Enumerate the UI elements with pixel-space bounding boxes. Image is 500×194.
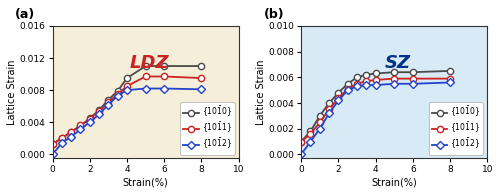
{10$\bar{1}$1} [298,140,304,143]
{10$\bar{1}$2} [364,84,370,86]
{10$\bar{1}$2} [317,128,323,130]
{10$\bar{1}$0} [326,102,332,104]
{10$\bar{1}$0} [124,77,130,79]
{10$\bar{1}$1} [114,93,120,95]
{10$\bar{1}$1} [372,79,378,81]
{10$\bar{1}$0} [50,143,56,145]
Text: (a): (a) [16,8,36,21]
{10$\bar{1}$0} [354,76,360,79]
{10$\bar{1}$0} [59,137,65,139]
{10$\bar{1}$2} [161,87,167,90]
{10$\bar{1}$2} [326,112,332,114]
{10$\bar{1}$0} [96,109,102,111]
{10$\bar{1}$2} [96,113,102,115]
{10$\bar{1}$2} [78,128,84,131]
{10$\bar{1}$2} [354,85,360,87]
{10$\bar{1}$0} [78,125,84,127]
{10$\bar{1}$1} [96,110,102,112]
{10$\bar{1}$1} [336,97,342,99]
{10$\bar{1}$1} [308,133,314,135]
{10$\bar{1}$1} [354,83,360,85]
Text: LDZ: LDZ [130,54,169,72]
{10$\bar{1}$1} [364,80,370,82]
{10$\bar{1}$2} [372,84,378,86]
{10$\bar{1}$2} [142,87,148,90]
{10$\bar{1}$1} [198,77,204,79]
{10$\bar{1}$0} [410,71,416,73]
{10$\bar{1}$0} [344,83,350,85]
{10$\bar{1}$1} [68,131,74,133]
X-axis label: Strain(%): Strain(%) [372,177,417,187]
{10$\bar{1}$1} [50,143,56,145]
Legend: {10$\bar{1}$0}, {10$\bar{1}$1}, {10$\bar{1}$2}: {10$\bar{1}$0}, {10$\bar{1}$1}, {10$\bar… [429,102,484,154]
{10$\bar{1}$1} [87,118,93,120]
{10$\bar{1}$0} [198,65,204,67]
{10$\bar{1}$2} [68,135,74,138]
{10$\bar{1}$0} [68,131,74,133]
{10$\bar{1}$0} [336,92,342,94]
{10$\bar{1}$2} [198,88,204,90]
{10$\bar{1}$0} [114,90,120,92]
{10$\bar{1}$2} [106,103,112,106]
{10$\bar{1}$2} [447,81,453,84]
Line: {10$\bar{1}$1}: {10$\bar{1}$1} [298,75,453,145]
{10$\bar{1}$1} [344,88,350,90]
{10$\bar{1}$1} [78,124,84,127]
{10$\bar{1}$0} [308,130,314,133]
{10$\bar{1}$2} [410,83,416,85]
Line: {10$\bar{1}$0}: {10$\bar{1}$0} [50,63,204,147]
X-axis label: Strain(%): Strain(%) [122,177,168,187]
{10$\bar{1}$2} [124,89,130,91]
Y-axis label: Lattice Strain: Lattice Strain [256,59,266,125]
{10$\bar{1}$1} [124,85,130,87]
{10$\bar{1}$0} [161,65,167,67]
Line: {10$\bar{1}$1}: {10$\bar{1}$1} [50,73,204,147]
Line: {10$\bar{1}$2}: {10$\bar{1}$2} [50,86,204,157]
{10$\bar{1}$2} [50,153,56,155]
{10$\bar{1}$1} [391,77,397,80]
{10$\bar{1}$1} [59,137,65,139]
{10$\bar{1}$1} [447,77,453,80]
{10$\bar{1}$2} [391,83,397,85]
Text: (b): (b) [264,8,284,21]
Y-axis label: Lattice Strain: Lattice Strain [7,59,17,125]
{10$\bar{1}$2} [336,99,342,102]
{10$\bar{1}$1} [161,75,167,78]
{10$\bar{1}$0} [106,99,112,101]
{10$\bar{1}$2} [59,142,65,144]
{10$\bar{1}$1} [106,101,112,103]
Line: {10$\bar{1}$0}: {10$\bar{1}$0} [298,68,453,145]
{10$\bar{1}$0} [317,115,323,117]
{10$\bar{1}$0} [391,71,397,73]
{10$\bar{1}$2} [308,140,314,143]
{10$\bar{1}$0} [447,70,453,72]
{10$\bar{1}$0} [372,72,378,75]
Line: {10$\bar{1}$2}: {10$\bar{1}$2} [298,80,453,157]
{10$\bar{1}$1} [410,77,416,80]
{10$\bar{1}$0} [298,140,304,143]
{10$\bar{1}$1} [142,75,148,78]
{10$\bar{1}$1} [317,121,323,124]
{10$\bar{1}$0} [87,117,93,119]
{10$\bar{1}$2} [344,89,350,91]
{10$\bar{1}$2} [298,153,304,156]
{10$\bar{1}$0} [364,74,370,76]
{10$\bar{1}$0} [142,65,148,67]
{10$\bar{1}$2} [114,94,120,97]
Legend: {10$\bar{1}$0}, {10$\bar{1}$1}, {10$\bar{1}$2}: {10$\bar{1}$0}, {10$\bar{1}$1}, {10$\bar… [180,102,235,154]
Text: SZ: SZ [385,54,411,72]
{10$\bar{1}$1} [326,108,332,111]
{10$\bar{1}$2} [87,121,93,123]
